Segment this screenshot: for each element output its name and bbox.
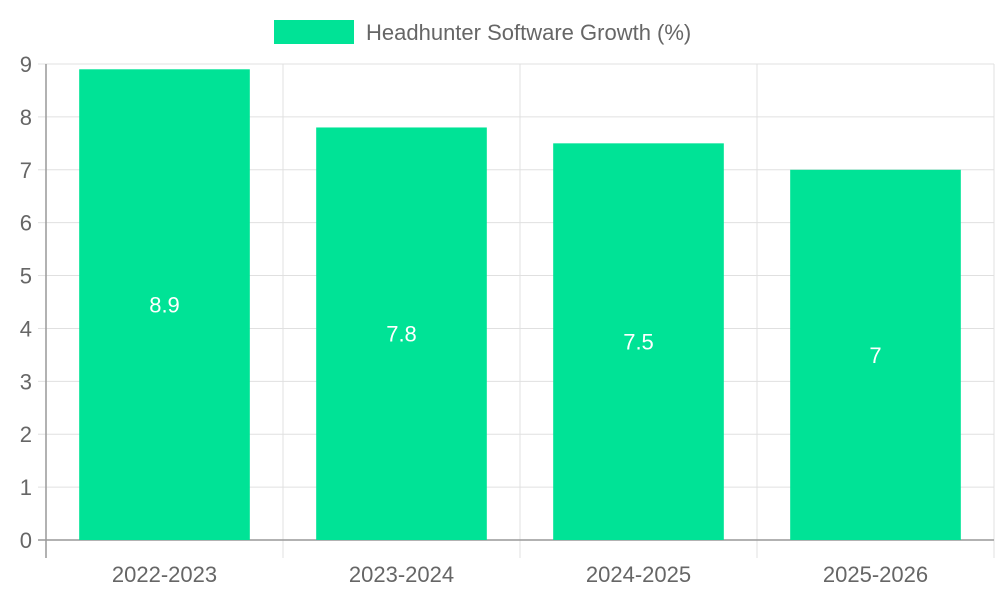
data-labels: 8.9 7.8 7.5 7 xyxy=(149,293,881,368)
legend-label[interactable]: Headhunter Software Growth (%) xyxy=(366,20,691,45)
legend[interactable]: Headhunter Software Growth (%) xyxy=(274,20,691,45)
bar[interactable] xyxy=(553,143,724,541)
axes: 0 1 2 3 4 5 6 7 8 9 2022-2023 2023-2024 2024-2025 202… xyxy=(20,52,994,587)
y-tick-label: 5 xyxy=(20,264,32,289)
x-tick-label: 2024-2025 xyxy=(586,562,691,587)
x-tick-label: 2023-2024 xyxy=(349,562,454,587)
y-tick-label: 0 xyxy=(20,528,32,553)
data-label: 7.5 xyxy=(623,330,654,355)
y-tick-label: 9 xyxy=(20,52,32,77)
bars xyxy=(79,69,961,541)
bar[interactable] xyxy=(316,127,487,540)
x-tick-label: 2025-2026 xyxy=(823,562,928,587)
data-label: 8.9 xyxy=(149,293,180,318)
x-tick-label: 2022-2023 xyxy=(112,562,217,587)
y-tick-label: 2 xyxy=(20,422,32,447)
y-tick-label: 6 xyxy=(20,211,32,236)
y-tick-label: 8 xyxy=(20,105,32,130)
y-tick-label: 4 xyxy=(20,316,32,341)
y-tick-label: 7 xyxy=(20,158,32,183)
bar[interactable] xyxy=(79,69,250,541)
bar[interactable] xyxy=(790,169,961,540)
legend-swatch[interactable] xyxy=(274,20,354,44)
y-tick-label: 3 xyxy=(20,369,32,394)
y-tick-label: 1 xyxy=(20,475,32,500)
data-label: 7.8 xyxy=(386,322,417,347)
data-label: 7 xyxy=(869,343,881,368)
